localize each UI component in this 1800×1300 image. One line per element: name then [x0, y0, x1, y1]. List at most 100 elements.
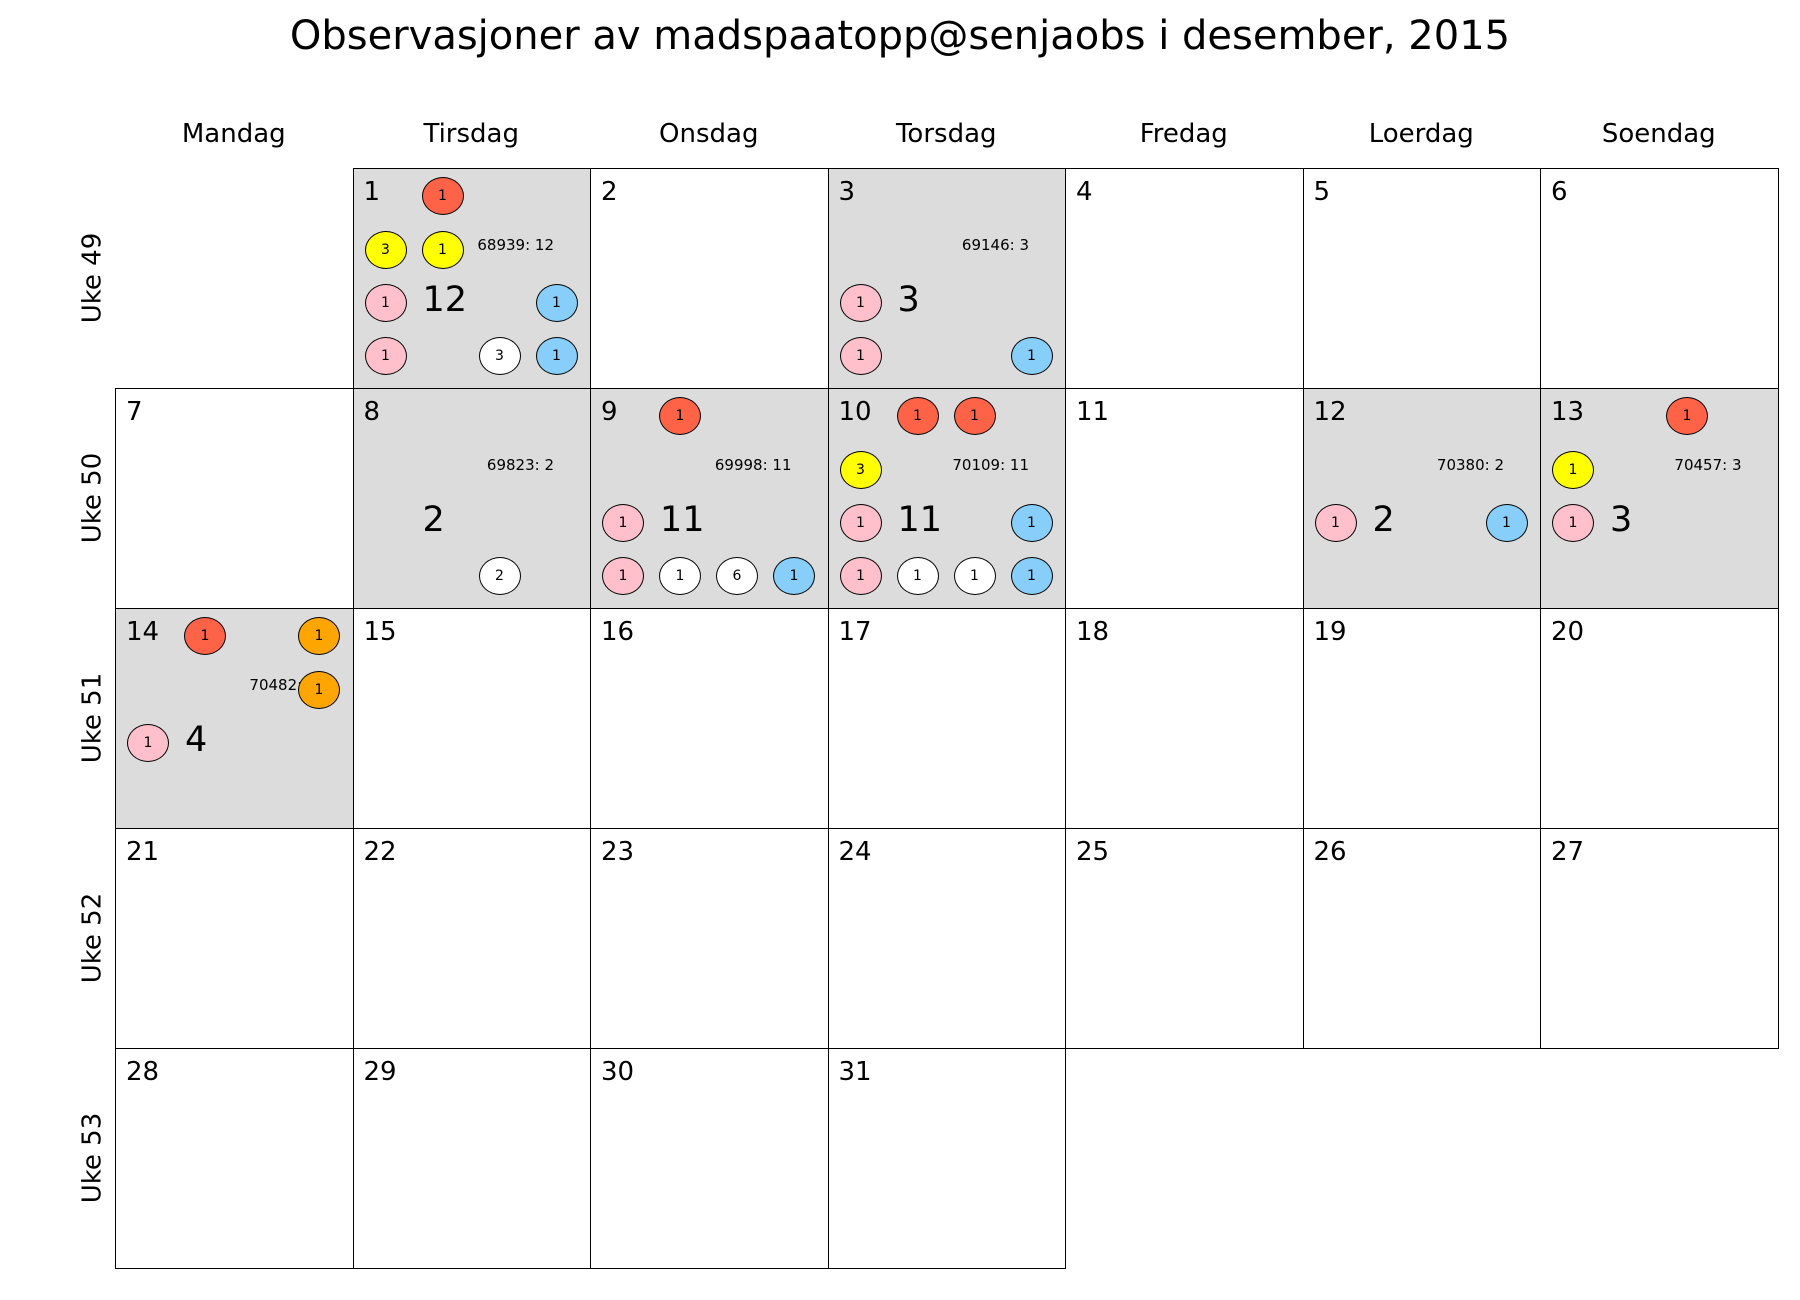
day-number: 12	[1313, 397, 1347, 427]
weekday-label: Fredag	[1139, 119, 1228, 149]
species-count-badge: 1	[298, 617, 340, 655]
day-number: 31	[838, 1057, 872, 1087]
observation-id: 69823: 2	[486, 456, 554, 474]
day-number: 23	[601, 837, 635, 867]
species-count-badge: 1	[839, 284, 882, 322]
day-cell: 19	[1302, 608, 1541, 829]
weekday-label: Tirsdag	[423, 119, 519, 149]
weekday-label: Mandag	[181, 119, 286, 149]
species-count-badge: 1	[839, 504, 882, 542]
observation-id: 70109: 11	[952, 456, 1029, 474]
species-count-badge: 1	[127, 724, 169, 762]
species-count-badge: 1	[602, 504, 644, 542]
species-count-badge: 1	[421, 177, 464, 215]
species-count-badge: 1	[535, 337, 578, 375]
day-number: 7	[126, 397, 143, 427]
day-cell: 27	[1540, 828, 1779, 1049]
weekday-label: Soendag	[1601, 119, 1716, 149]
day-number: 24	[838, 837, 872, 867]
day-cell: 23	[590, 828, 829, 1049]
day-number: 1	[363, 177, 381, 207]
species-count-badge: 1	[896, 397, 939, 435]
day-number: 11	[1076, 397, 1110, 427]
day-number: 15	[363, 617, 397, 647]
species-count-badge: 1	[1010, 557, 1053, 595]
species-count-badge: 1	[953, 397, 996, 435]
week-label-text: Uke 51	[77, 672, 108, 764]
observation-total: 2	[1372, 500, 1395, 540]
observation-id: 70380: 2	[1436, 456, 1504, 474]
day-number: 29	[363, 1057, 397, 1087]
day-number: 17	[838, 617, 872, 647]
species-count-badge: 1	[1485, 504, 1528, 542]
day-cell: 17	[827, 608, 1066, 829]
day-cell: 30	[590, 1048, 829, 1269]
day-number: 5	[1313, 177, 1331, 207]
species-count-badge: 1	[773, 557, 815, 595]
day-number: 16	[601, 617, 635, 647]
day-number: 14	[126, 617, 160, 647]
day-number: 25	[1076, 837, 1110, 867]
species-count-badge: 1	[1314, 504, 1357, 542]
day-cell: 28	[115, 1048, 354, 1269]
observation-total: 12	[422, 280, 468, 320]
week-label-text: Uke 50	[77, 452, 108, 544]
day-number: 2	[601, 177, 618, 207]
species-count-badge: 1	[602, 557, 644, 595]
species-count-badge: 1	[896, 557, 939, 595]
day-number: 21	[126, 837, 160, 867]
day-number: 18	[1076, 617, 1110, 647]
day-cell: 16	[590, 608, 829, 829]
day-cell: 24	[827, 828, 1066, 1049]
day-cell: 31	[827, 1048, 1066, 1269]
observation-total: 11	[660, 500, 705, 540]
species-count-badge: 1	[535, 284, 578, 322]
species-count-badge: 2	[478, 557, 521, 595]
day-cell: 15	[352, 608, 591, 829]
species-count-badge: 1	[659, 397, 701, 435]
species-count-badge: 1	[364, 337, 407, 375]
weekday-label: Onsdag	[659, 119, 759, 149]
day-cell: 9 69998: 11 11 1 1 1 1 6 1	[590, 388, 829, 609]
observation-id: 69146: 3	[961, 236, 1029, 254]
species-count-badge: 3	[839, 451, 882, 489]
observation-total: 11	[897, 500, 943, 540]
calendar-title: Observasjoner av madspaatopp@senjaobs i …	[289, 13, 1511, 59]
species-count-badge: 1	[839, 337, 882, 375]
day-cell: 7	[115, 388, 354, 609]
day-cell: 10 70109: 11 11 1 1 3 1 1 1 1 1 1	[827, 388, 1066, 609]
weekday-label: Torsdag	[895, 119, 997, 149]
species-count-badge: 1	[364, 284, 407, 322]
day-number: 4	[1076, 177, 1093, 207]
species-count-badge: 3	[478, 337, 521, 375]
day-number: 19	[1313, 617, 1347, 647]
weekday-label: Loerdag	[1368, 119, 1474, 149]
day-cell: 4	[1065, 168, 1304, 389]
day-cell: 20	[1540, 608, 1779, 829]
day-cell: 5	[1302, 168, 1541, 389]
species-count-badge: 1	[953, 557, 996, 595]
species-count-badge: 6	[716, 557, 758, 595]
day-cell: 18	[1065, 608, 1304, 829]
day-number: 26	[1313, 837, 1347, 867]
day-number: 22	[363, 837, 397, 867]
day-cell: 1 68939: 12 12 1 3 1 1 1 1 3 1	[352, 168, 591, 389]
week-label-text: Uke 49	[77, 232, 108, 324]
species-count-badge: 1	[1010, 504, 1053, 542]
day-cell: 26	[1302, 828, 1541, 1049]
day-number: 6	[1551, 177, 1568, 207]
day-number: 8	[363, 397, 381, 427]
day-number: 13	[1551, 397, 1585, 427]
week-label-text: Uke 53	[77, 1112, 108, 1204]
species-count-badge: 3	[364, 231, 407, 269]
observation-total: 3	[897, 280, 920, 320]
day-cell: 2	[590, 168, 829, 389]
week-label-text: Uke 52	[77, 892, 108, 984]
species-count-badge: 1	[298, 671, 340, 709]
day-cell: 22	[352, 828, 591, 1049]
observation-id: 70457: 3	[1674, 456, 1742, 474]
